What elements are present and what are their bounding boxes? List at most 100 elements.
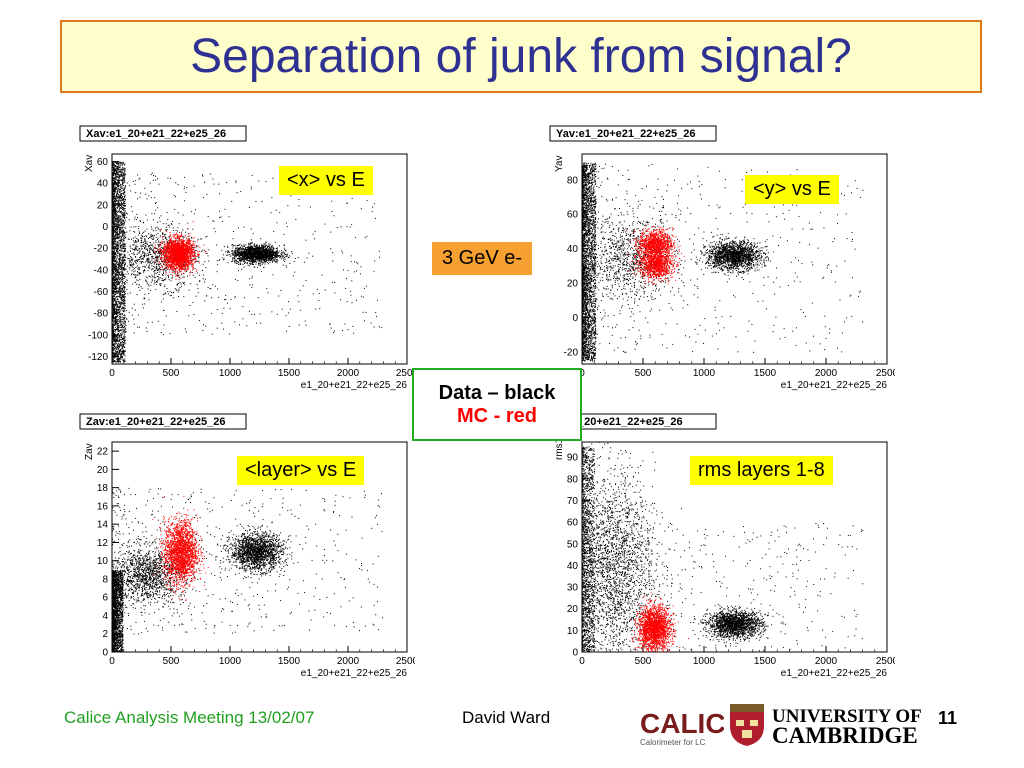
data-point [271, 197, 273, 199]
data-point [276, 256, 278, 258]
data-point [253, 250, 255, 252]
data-point [119, 306, 121, 308]
data-point [115, 220, 117, 222]
data-point [120, 351, 122, 353]
data-point [124, 243, 126, 245]
data-point [112, 169, 114, 171]
data-point [113, 333, 115, 335]
data-point [264, 247, 266, 249]
data-point [115, 234, 117, 236]
data-point [116, 329, 118, 331]
data-point [302, 285, 304, 287]
data-point [250, 228, 252, 230]
data-point [118, 260, 120, 262]
data-point [122, 290, 124, 292]
data-point [234, 257, 236, 259]
data-point [240, 246, 242, 248]
data-point [123, 182, 125, 184]
data-point [119, 324, 121, 326]
data-point [123, 344, 125, 346]
data-point [126, 288, 128, 290]
data-point [240, 250, 242, 252]
data-point [116, 334, 118, 336]
data-point [235, 254, 237, 256]
data-point [114, 223, 116, 225]
data-point [254, 255, 256, 257]
data-point [267, 251, 269, 253]
data-point [278, 245, 280, 247]
data-point [248, 247, 250, 249]
data-point [261, 248, 263, 250]
data-point [116, 203, 118, 205]
data-point [114, 280, 116, 282]
data-point [286, 226, 288, 228]
data-point [253, 248, 255, 250]
data-point [305, 324, 307, 326]
data-point [261, 250, 263, 252]
data-point [146, 282, 148, 284]
data-point [119, 163, 121, 165]
data-point [120, 228, 122, 230]
data-point [112, 288, 114, 290]
data-point [236, 252, 238, 254]
data-point [124, 286, 126, 288]
data-point [244, 254, 246, 256]
data-point [116, 162, 118, 164]
data-point [113, 194, 115, 196]
data-point [119, 216, 121, 218]
data-point [115, 182, 117, 184]
data-point [115, 238, 117, 240]
data-point [124, 211, 126, 213]
data-point [113, 307, 115, 309]
data-point [204, 181, 206, 183]
data-point [122, 256, 124, 258]
data-point [117, 267, 119, 269]
data-point [119, 204, 121, 206]
data-point [256, 256, 258, 258]
data-point [270, 257, 272, 259]
data-point [137, 260, 139, 262]
data-point [116, 229, 118, 231]
data-point [279, 256, 281, 258]
data-point [237, 245, 239, 247]
data-point [116, 176, 118, 178]
data-point [123, 302, 125, 304]
data-point [112, 235, 114, 237]
data-point [273, 249, 275, 251]
data-point [269, 250, 271, 252]
data-point [124, 339, 126, 341]
data-point [211, 312, 213, 314]
data-point [250, 247, 252, 249]
data-point [118, 219, 120, 221]
data-point [273, 251, 275, 253]
data-point [124, 236, 126, 238]
data-point [123, 274, 125, 276]
data-point [119, 346, 121, 348]
data-point [376, 299, 378, 301]
data-point [236, 261, 238, 263]
data-point [276, 248, 278, 250]
data-point [175, 182, 177, 184]
data-point [270, 253, 272, 255]
data-point [124, 219, 126, 221]
data-point [251, 259, 253, 261]
data-point [123, 323, 125, 325]
data-point [115, 301, 117, 303]
data-point [118, 167, 120, 169]
data-point [113, 210, 115, 212]
data-point [271, 254, 273, 256]
data-point [299, 289, 301, 291]
data-point [269, 247, 271, 249]
data-point [112, 254, 114, 256]
data-point [123, 231, 125, 233]
data-point [120, 197, 122, 199]
data-point [227, 245, 229, 247]
data-point [262, 250, 264, 252]
data-point [121, 306, 123, 308]
data-point [272, 251, 274, 253]
data-point [159, 241, 161, 243]
data-point [112, 349, 114, 351]
data-point [112, 329, 114, 331]
data-point [284, 249, 286, 251]
data-point [121, 354, 123, 356]
